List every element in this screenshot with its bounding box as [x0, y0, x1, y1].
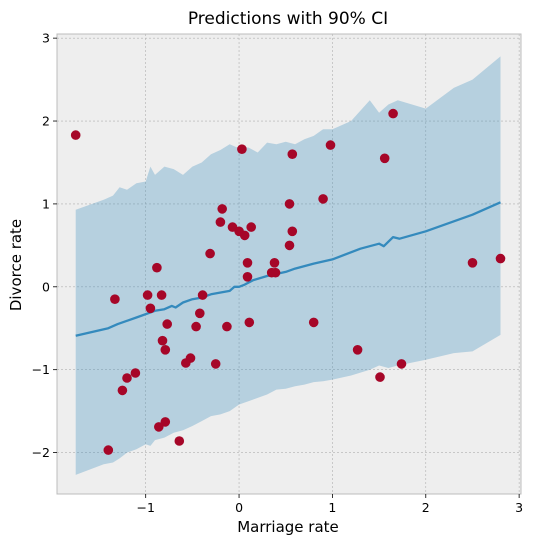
data-point: [237, 144, 247, 154]
data-point: [110, 294, 120, 305]
data-point: [117, 385, 128, 396]
data-point: [122, 373, 132, 383]
data-point: [375, 372, 385, 382]
data-point: [181, 358, 191, 368]
data-point: [269, 258, 280, 268]
data-point: [379, 153, 390, 164]
data-point: [242, 272, 253, 282]
y-tick-label: 3: [42, 31, 50, 46]
data-point: [396, 359, 407, 369]
x-tick-label: 2: [422, 500, 430, 515]
data-point: [160, 417, 171, 427]
plot-background: [57, 34, 521, 494]
data-point: [210, 359, 221, 369]
data-point: [205, 248, 215, 259]
data-point: [152, 262, 162, 273]
data-point: [239, 230, 250, 241]
plot-area: [56, 33, 522, 495]
chart-title: Predictions with 90% CI: [188, 9, 388, 29]
data-point: [215, 217, 226, 227]
data-point: [352, 345, 363, 355]
data-point: [284, 240, 295, 251]
data-point: [308, 317, 319, 328]
data-point: [154, 422, 164, 432]
y-tick-label: −2: [32, 445, 50, 460]
data-point: [287, 149, 298, 159]
data-point: [142, 290, 153, 300]
data-point: [191, 321, 201, 332]
x-tick-label: 0: [235, 500, 243, 515]
x-tick-label: −1: [136, 500, 154, 515]
data-point: [160, 345, 171, 355]
data-point: [130, 368, 141, 378]
x-axis-label: Marriage rate: [237, 518, 339, 536]
data-point: [287, 226, 298, 237]
y-tick-label: 2: [42, 114, 50, 129]
data-point: [284, 199, 295, 209]
data-point: [388, 108, 398, 119]
data-point: [197, 290, 208, 300]
data-point: [495, 253, 506, 264]
data-point: [244, 317, 255, 328]
data-point: [246, 222, 256, 232]
grid-lines: [57, 34, 521, 494]
data-point: [70, 130, 81, 140]
data-point: [156, 290, 167, 300]
data-point: [318, 194, 328, 204]
data-point: [145, 303, 156, 314]
y-tick-label: 0: [42, 279, 50, 294]
data-points: [70, 108, 506, 455]
data-point: [174, 436, 185, 446]
mean-prediction-line: [75, 201, 501, 337]
data-point: [270, 267, 281, 278]
data-point: [157, 335, 168, 346]
plot-frame: [56, 33, 522, 495]
data-point: [103, 445, 114, 455]
y-tick-label: −1: [32, 362, 50, 377]
x-tick-label: 1: [328, 500, 336, 515]
x-tick-label: 3: [515, 500, 523, 515]
y-tick-label: 1: [42, 196, 50, 211]
data-point: [217, 204, 227, 214]
ci-90-band: [75, 56, 501, 475]
data-point: [222, 321, 232, 332]
data-point: [195, 308, 205, 319]
data-point: [467, 258, 478, 268]
x-axis-ticks: −1 0 1 2 3: [136, 494, 523, 515]
data-point: [325, 140, 336, 150]
y-axis-label: Divorce rate: [7, 219, 25, 311]
data-point: [242, 258, 253, 268]
data-point: [162, 319, 172, 329]
y-axis-ticks: −2 −1 0 1 2 3: [32, 31, 57, 460]
